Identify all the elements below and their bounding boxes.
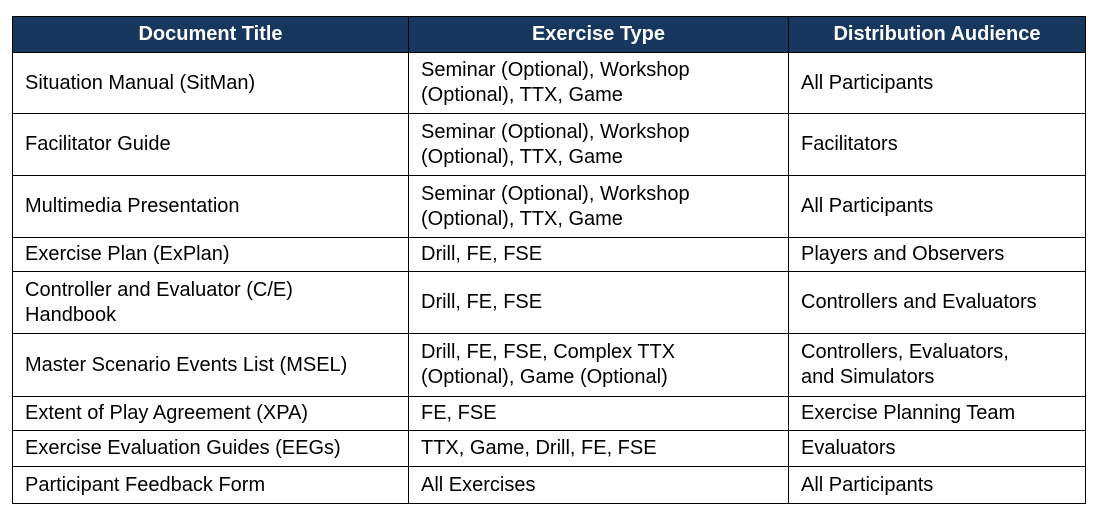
- table-cell: Drill, FE, FSE: [408, 237, 789, 272]
- table-row: Multimedia Presentation Seminar (Optional…: [12, 175, 1086, 238]
- table-cell: All Participants: [788, 52, 1086, 114]
- cell-text: Exercise Planning Team: [801, 402, 1016, 424]
- table-cell: Situation Manual (SitMan): [12, 52, 409, 114]
- cell-text: (Optional), TTX, Game: [421, 145, 623, 168]
- header-cell: Exercise Type: [408, 16, 789, 53]
- cell-text: Participant Feedback Form: [25, 473, 266, 496]
- table-cell: Seminar (Optional), Workshop (Optional), …: [408, 113, 789, 176]
- cell-text: All Participants: [801, 195, 934, 217]
- cell-text: (Optional), TTX, Game: [421, 84, 623, 106]
- cell-text: Exercise Evaluation Guides (EEGs): [25, 437, 341, 459]
- table-cell: TTX, Game, Drill, FE, FSE: [408, 430, 789, 467]
- cell-text: Seminar (Optional), Workshop: [421, 182, 690, 205]
- header-row: Document Title Exercise Type Distribution …: [12, 16, 1086, 53]
- cell-text: Controllers and Evaluators: [801, 291, 1037, 313]
- cell-text: Multimedia Presentation: [25, 195, 240, 217]
- table-cell: Exercise Evaluation Guides (EEGs): [12, 430, 409, 467]
- cell-text: Drill, FE, FSE: [421, 243, 543, 265]
- header-cell: Distribution Audience: [788, 16, 1086, 53]
- cell-text: Controller and Evaluator (C/E): [25, 278, 293, 301]
- cell-text: Controllers, Evaluators,: [801, 341, 1009, 363]
- cell-text: All Participants: [801, 71, 934, 94]
- table-cell: All Participants: [788, 466, 1086, 504]
- cell-text: Extent of Play Agreement (XPA): [25, 402, 309, 424]
- table-row: Situation Manual (SitMan) Seminar (Option…: [12, 52, 1086, 114]
- cell-text: and Simulators: [801, 366, 935, 388]
- cell-text: Exercise Plan (ExPlan): [25, 243, 230, 265]
- cell-text: All Participants: [801, 473, 934, 496]
- table-cell: Controllers and Evaluators: [788, 271, 1086, 334]
- cell-text: Seminar (Optional), Workshop: [421, 59, 690, 81]
- table-cell: Exercise Planning Team: [788, 396, 1086, 431]
- table-cell: FE, FSE: [408, 396, 789, 431]
- table-row: Extent of Play Agreement (XPA) FE, FSE Exe…: [12, 396, 1086, 431]
- table-body: Situation Manual (SitMan) Seminar (Option…: [12, 52, 1086, 504]
- table-row: Exercise Evaluation Guides (EEGs) TTX, Ga…: [12, 430, 1086, 467]
- table-cell: Players and Observers: [788, 237, 1086, 272]
- table-cell: Evaluators: [788, 430, 1086, 467]
- table-row: Participant Feedback Form All Exercises Al…: [12, 466, 1086, 504]
- table-cell: Seminar (Optional), Workshop (Optional), …: [408, 175, 789, 238]
- cell-text: Players and Observers: [801, 243, 1005, 265]
- table-cell: Controllers, Evaluators, and Simulators: [788, 333, 1086, 397]
- table-cell: Facilitator Guide: [12, 113, 409, 176]
- table-row: Master Scenario Events List (MSEL) Drill,…: [12, 333, 1086, 397]
- table-cell: Controller and Evaluator (C/E) Handbook: [12, 271, 409, 334]
- table-cell: Multimedia Presentation: [12, 175, 409, 238]
- cell-text: Situation Manual (SitMan): [25, 71, 256, 94]
- table-cell: Drill, FE, FSE: [408, 271, 789, 334]
- table-cell: Seminar (Optional), Workshop (Optional), …: [408, 52, 789, 114]
- cell-text: Evaluators: [801, 437, 896, 459]
- table-cell: Drill, FE, FSE, Complex TTX (Optional), G…: [408, 333, 789, 397]
- cell-text: Facilitators: [801, 133, 898, 155]
- table-cell: Facilitators: [788, 113, 1086, 176]
- cell-text: All Exercises: [421, 473, 536, 496]
- table-cell: Participant Feedback Form: [12, 466, 409, 504]
- cell-text: Facilitator Guide: [25, 133, 171, 155]
- cell-text: Drill, FE, FSE, Complex TTX: [421, 341, 676, 363]
- table-row: Facilitator Guide Seminar (Optional), Wor…: [12, 113, 1086, 176]
- table-cell: All Exercises: [408, 466, 789, 504]
- cell-text: FE, FSE: [421, 402, 497, 424]
- document-table: Document Title Exercise Type Distribution …: [12, 16, 1086, 504]
- header-cell: Document Title: [12, 16, 409, 53]
- cell-text: Seminar (Optional), Workshop: [421, 120, 690, 143]
- table-row: Exercise Plan (ExPlan) Drill, FE, FSE Play…: [12, 237, 1086, 272]
- table-row: Controller and Evaluator (C/E) Handbook Dr…: [12, 271, 1086, 334]
- cell-text: TTX, Game, Drill, FE, FSE: [421, 437, 657, 459]
- cell-text: (Optional), Game (Optional): [421, 366, 668, 388]
- cell-text: (Optional), TTX, Game: [421, 207, 623, 230]
- table-cell: All Participants: [788, 175, 1086, 238]
- table-cell: Master Scenario Events List (MSEL): [12, 333, 409, 397]
- cell-text: Drill, FE, FSE: [421, 291, 543, 313]
- table-cell: Exercise Plan (ExPlan): [12, 237, 409, 272]
- cell-text: Master Scenario Events List (MSEL): [25, 353, 348, 376]
- cell-text: Handbook: [25, 303, 117, 326]
- table-cell: Extent of Play Agreement (XPA): [12, 396, 409, 431]
